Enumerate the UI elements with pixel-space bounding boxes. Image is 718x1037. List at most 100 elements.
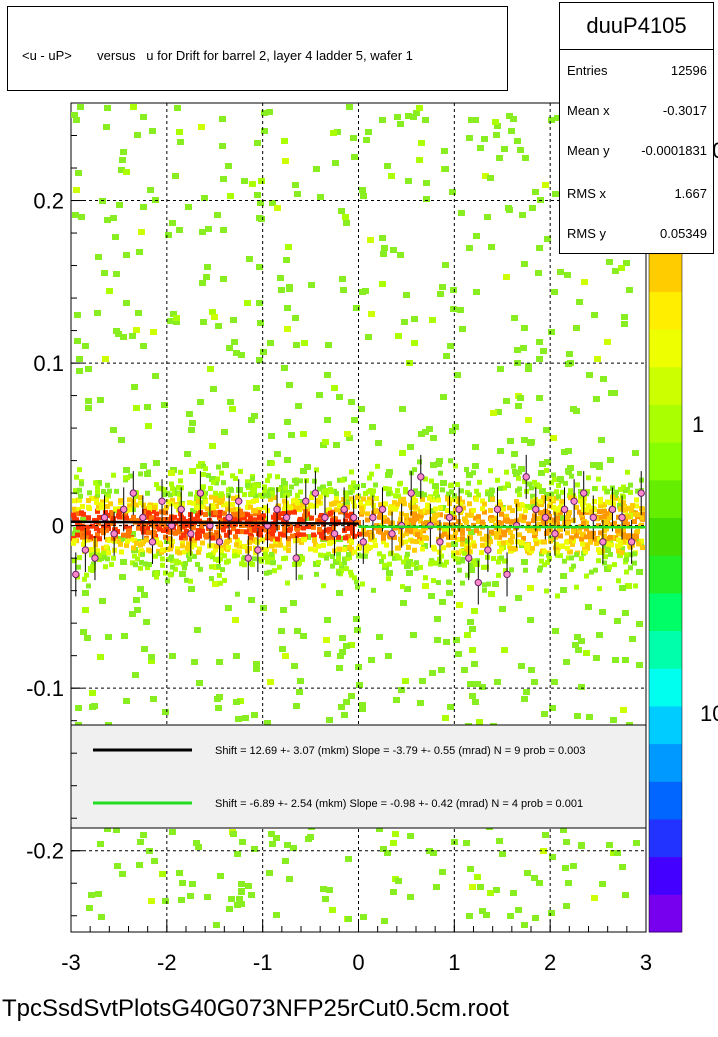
heatmap-cell	[154, 537, 159, 543]
heatmap-cell	[548, 117, 555, 123]
heatmap-cell	[217, 514, 222, 520]
heatmap-cell	[532, 529, 537, 535]
heatmap-cell	[561, 449, 568, 455]
heatmap-cell	[438, 470, 443, 476]
heatmap-cell	[386, 570, 393, 576]
heatmap-cell	[408, 517, 413, 523]
heatmap-cell	[424, 520, 429, 526]
heatmap-cell	[193, 840, 200, 846]
heatmap-cell	[338, 509, 343, 515]
heatmap-cell	[586, 372, 593, 378]
heatmap-cell	[636, 569, 643, 575]
heatmap-cell	[575, 647, 582, 653]
heatmap-cell	[574, 533, 579, 539]
heatmap-cell	[109, 562, 114, 568]
heatmap-cell	[568, 488, 573, 494]
profile-point	[417, 473, 425, 481]
heatmap-cell	[343, 490, 348, 496]
heatmap-cell	[134, 607, 141, 613]
heatmap-cell	[295, 492, 300, 498]
heatmap-cell	[232, 548, 237, 554]
heatmap-cell	[231, 339, 238, 345]
heatmap-cell	[390, 840, 397, 846]
heatmap-cell	[345, 916, 352, 922]
heatmap-cell	[323, 488, 328, 494]
heatmap-cell	[400, 584, 405, 590]
heatmap-cell	[230, 501, 235, 507]
heatmap-cell	[267, 340, 274, 346]
heatmap-cell	[168, 470, 175, 476]
heatmap-cell	[79, 510, 84, 516]
heatmap-cell	[345, 525, 350, 531]
heatmap-cell	[536, 516, 541, 522]
heatmap-cell	[384, 530, 389, 536]
heatmap-cell	[421, 543, 428, 549]
heatmap-cell	[196, 497, 201, 503]
heatmap-cell	[259, 526, 264, 532]
heatmap-cell	[400, 600, 407, 606]
heatmap-cell	[414, 560, 419, 566]
heatmap-cell	[634, 503, 639, 509]
heatmap-cell	[539, 558, 544, 564]
heatmap-cell	[407, 833, 414, 839]
heatmap-cell	[222, 577, 227, 583]
heatmap-cell	[74, 312, 81, 318]
heatmap-cell	[554, 489, 559, 495]
heatmap-cell	[346, 435, 353, 441]
heatmap-cell	[87, 547, 92, 553]
heatmap-cell	[482, 173, 489, 179]
stat-row-rms-y: RMS y 0.05349	[567, 226, 707, 246]
heatmap-cell	[555, 593, 560, 599]
heatmap-cell	[532, 189, 539, 195]
profile-point	[570, 497, 578, 505]
heatmap-cell	[432, 513, 437, 519]
heatmap-cell	[104, 826, 111, 832]
heatmap-cell	[258, 178, 265, 184]
heatmap-cell	[342, 560, 347, 566]
heatmap-cell	[341, 712, 348, 718]
heatmap-cell	[614, 850, 621, 856]
heatmap-cell	[272, 495, 277, 501]
heatmap-cell	[182, 565, 187, 571]
heatmap-cell	[591, 895, 598, 901]
heatmap-cell	[525, 525, 530, 531]
heatmap-cell	[72, 498, 77, 504]
heatmap-cell	[565, 530, 570, 536]
profile-point	[292, 554, 300, 562]
heatmap-cell	[231, 526, 236, 532]
heatmap-cell	[496, 520, 501, 526]
heatmap-cell	[475, 558, 480, 564]
heatmap-cell	[518, 517, 523, 523]
heatmap-cell	[524, 544, 529, 550]
heatmap-cell	[149, 128, 156, 134]
heatmap-cell	[76, 356, 83, 362]
heatmap-cell	[597, 586, 602, 592]
heatmap-cell	[95, 480, 102, 486]
heatmap-cell	[140, 832, 147, 838]
heatmap-cell	[230, 317, 237, 323]
heatmap-cell	[510, 890, 517, 896]
heatmap-cell	[356, 682, 363, 688]
heatmap-cell	[468, 567, 475, 573]
heatmap-cell	[521, 559, 528, 565]
heatmap-cell	[238, 901, 245, 907]
heatmap-cell	[348, 399, 355, 405]
colorbar-label: 1	[692, 412, 704, 437]
heatmap-cell	[444, 559, 449, 565]
heatmap-cell	[466, 135, 473, 141]
heatmap-cell	[413, 526, 418, 532]
heatmap-cell	[338, 208, 345, 214]
heatmap-cell	[300, 505, 305, 511]
heatmap-cell	[511, 451, 518, 457]
heatmap-cell	[625, 535, 630, 541]
heatmap-cell	[397, 121, 404, 127]
heatmap-cell	[199, 229, 206, 235]
heatmap-cell	[604, 547, 611, 553]
heatmap-cell	[598, 496, 603, 502]
heatmap-cell	[569, 473, 574, 479]
heatmap-cell	[294, 191, 301, 197]
heatmap-cell	[123, 252, 130, 258]
heatmap-cell	[484, 536, 489, 542]
heatmap-cell	[510, 116, 517, 122]
heatmap-cell	[451, 522, 456, 528]
